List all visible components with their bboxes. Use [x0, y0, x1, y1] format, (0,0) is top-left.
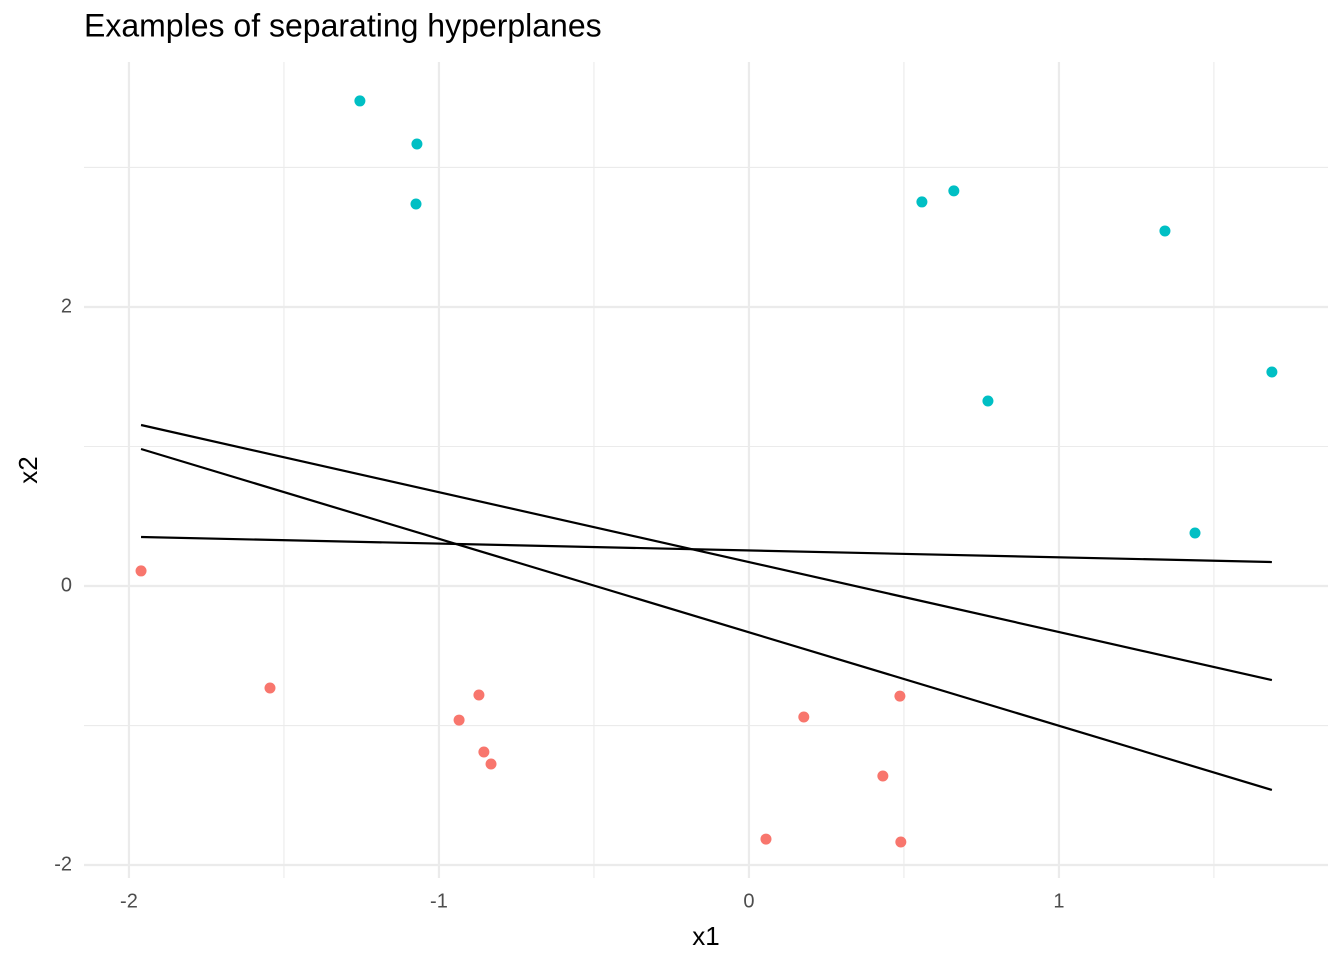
chart-title: Examples of separating hyperplanes: [84, 7, 602, 43]
x-axis-label: x1: [692, 921, 719, 951]
y-axis-label: x2: [13, 456, 43, 483]
point: [1159, 225, 1171, 237]
x-tick-label: 1: [1053, 890, 1064, 912]
point: [411, 138, 423, 150]
x-tick-label: 0: [743, 890, 754, 912]
y-tick-label: 2: [61, 295, 72, 317]
point: [760, 833, 772, 845]
point: [410, 198, 422, 210]
y-tick-label: -2: [54, 853, 72, 875]
hyperplane-line: [140, 447, 1273, 792]
point: [1189, 527, 1201, 539]
point: [264, 682, 276, 694]
point: [894, 690, 906, 702]
point: [895, 836, 907, 848]
point: [473, 689, 485, 701]
point: [798, 711, 810, 723]
point: [485, 758, 497, 770]
point: [453, 714, 465, 726]
point: [916, 196, 928, 208]
x-tick-label: -2: [120, 890, 138, 912]
hyperplane-line: [140, 423, 1273, 682]
point: [478, 746, 490, 758]
point: [1266, 366, 1278, 378]
point: [982, 395, 994, 407]
y-tick-label: 0: [61, 574, 72, 596]
point: [354, 95, 366, 107]
hyperplane-line: [141, 535, 1272, 564]
x-tick-label: -1: [430, 890, 448, 912]
point: [877, 770, 889, 782]
point: [135, 565, 147, 577]
point: [948, 185, 960, 197]
